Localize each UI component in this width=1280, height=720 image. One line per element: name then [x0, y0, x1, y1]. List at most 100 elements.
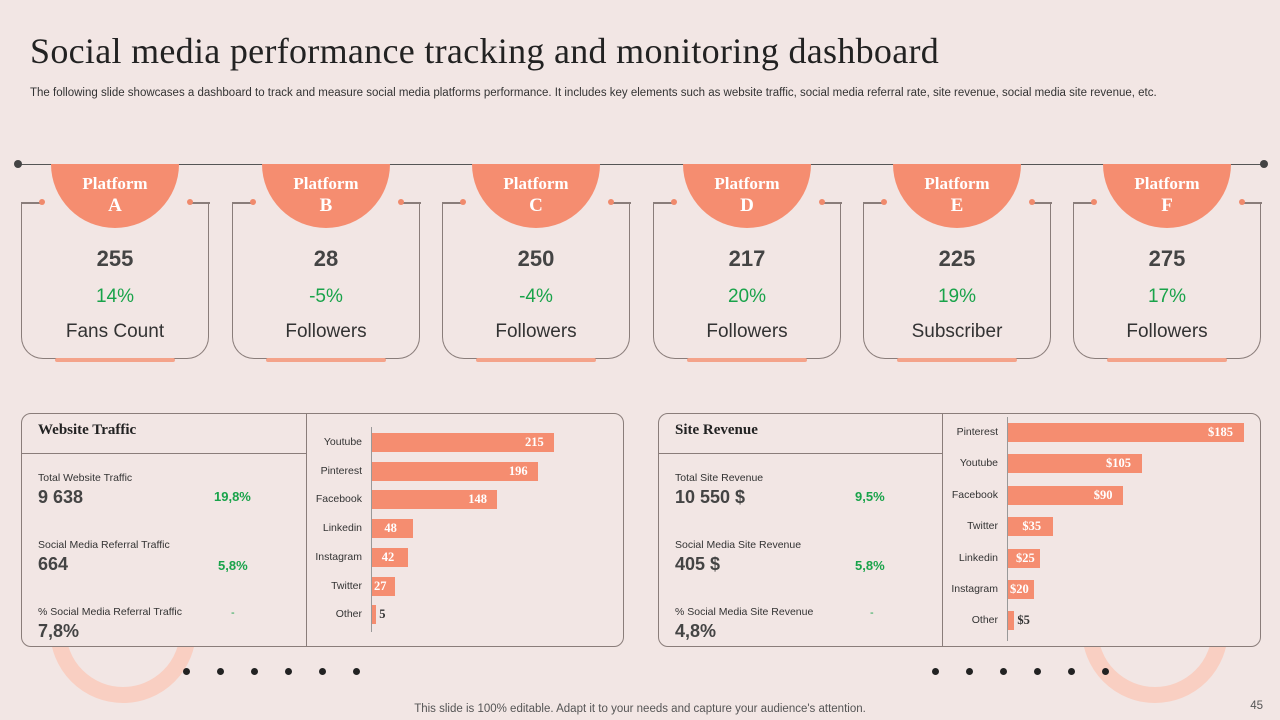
platform-badge-line2: C	[529, 195, 543, 216]
bar-value-label: $105	[1105, 456, 1131, 471]
metric-value: 4,8%	[675, 621, 717, 641]
bar-category-label: Pinterest	[320, 464, 362, 477]
bar-value-label: $20	[1010, 582, 1029, 596]
metric-label: Total Website Traffic	[38, 472, 133, 484]
metric-change: 5,8%	[218, 558, 248, 573]
platform-card: 275 17% Followers	[1073, 199, 1262, 362]
bar	[1008, 580, 1034, 599]
platform-badge-line1: Platform	[503, 174, 569, 193]
platform-metric-label: Followers	[495, 321, 577, 342]
metric-value: 405 $	[675, 554, 721, 574]
bar-value-label: $185	[1208, 425, 1233, 439]
platform-badge-line1: Platform	[82, 174, 148, 193]
platform-value: 217	[728, 246, 766, 271]
bar	[1008, 611, 1015, 631]
bar-value-label: 196	[508, 463, 528, 478]
platform-change: 17%	[1147, 286, 1187, 307]
platform-badge-line2: A	[108, 195, 122, 216]
platform-change: -4%	[519, 286, 553, 307]
metric-change: -	[231, 607, 235, 619]
platform-badge: Platform D	[683, 164, 811, 228]
bar-category-label: Instagram	[951, 583, 998, 595]
bar-value-label: 215	[525, 435, 544, 449]
bar-category-label: Linkedin	[322, 522, 362, 535]
metric-change: 19,8%	[214, 489, 251, 504]
platform-value: 255	[96, 246, 134, 271]
bar-category-label: Facebook	[951, 488, 998, 501]
bar-value-label: 148	[468, 492, 488, 507]
platform-badge-line1: Platform	[293, 174, 359, 193]
bar	[1008, 517, 1053, 537]
bar-category-label: Twitter	[967, 520, 998, 533]
platform-value: 225	[938, 246, 976, 271]
bar	[1008, 454, 1142, 474]
platform-card: 225 19% Subscriber	[863, 199, 1052, 362]
bar-value-label: 48	[384, 521, 397, 536]
panel-title: Website Traffic	[22, 414, 306, 454]
bar	[372, 605, 377, 625]
bar	[372, 547, 408, 567]
platform-value: 275	[1148, 246, 1186, 271]
site-revenue-panel: Site Revenue Total Site Revenue 10 550 $…	[658, 413, 1261, 647]
bar-value-label: 27	[374, 578, 387, 593]
metric-change: 9,5%	[855, 489, 885, 504]
bar-axis	[1007, 417, 1008, 641]
bar-category-label: Pinterest	[956, 426, 998, 438]
metric-label: % Social Media Site Revenue	[675, 606, 814, 618]
bar-axis	[371, 427, 372, 632]
metric-label: % Social Media Referral Traffic	[38, 606, 182, 618]
bar-category-label: Instagram	[315, 550, 362, 563]
metric-label: Total Site Revenue	[675, 472, 764, 484]
bar-value-label: 5	[379, 607, 386, 622]
panel-divider	[942, 414, 943, 646]
bar	[1008, 485, 1123, 505]
page-subtitle: The following slide showcases a dashboar…	[30, 87, 1157, 99]
bar-value-label: 42	[381, 549, 395, 564]
metric-value: 9 638	[38, 487, 84, 507]
platform-badge-line1: Platform	[1134, 174, 1200, 193]
platform-badge-line2: E	[950, 195, 964, 216]
bar-value-label: $25	[1015, 550, 1035, 565]
bar-category-label: Facebook	[315, 493, 362, 506]
bar-category-label: Youtube	[959, 457, 998, 470]
platform-metric-label: Followers	[1126, 321, 1208, 342]
platform-value: 250	[517, 246, 555, 271]
platform-change: 19%	[937, 286, 977, 307]
bar-category-label: Youtube	[323, 436, 362, 448]
platform-metric-label: Subscriber	[911, 321, 1003, 342]
bar	[372, 490, 498, 510]
bar	[372, 461, 538, 481]
platform-change: -5%	[309, 286, 343, 307]
platform-card: 217 20% Followers	[653, 199, 842, 362]
panel-title: Site Revenue	[659, 414, 942, 454]
metric-label: Social Media Site Revenue	[675, 539, 802, 551]
metric-value: 7,8%	[38, 621, 80, 641]
bar-value-label: $5	[1017, 613, 1030, 628]
bar	[372, 433, 554, 452]
bar-category-label: Twitter	[331, 579, 362, 592]
platform-badge-line1: Platform	[924, 174, 990, 193]
platform-metric-label: Fans Count	[65, 321, 165, 342]
metric-label: Social Media Referral Traffic	[38, 539, 170, 551]
timeline-start-dot	[14, 160, 22, 168]
bar	[1008, 423, 1244, 442]
platform-card: 28 -5% Followers	[232, 199, 421, 362]
timeline-line	[18, 164, 1264, 165]
timeline-end-dot	[1260, 160, 1268, 168]
platform-badge-line2: F	[1161, 195, 1173, 216]
page-title: Social media performance tracking and mo…	[30, 31, 940, 71]
website-traffic-panel: Website Traffic Total Website Traffic 9 …	[21, 413, 624, 647]
platform-badge-line2: B	[319, 195, 333, 216]
bar	[1008, 548, 1040, 568]
bar	[372, 519, 413, 539]
page-number: 45	[1250, 700, 1263, 712]
platform-badge-line2: D	[740, 195, 754, 216]
panel-divider	[306, 414, 307, 646]
bar-value-label: $35	[1022, 519, 1042, 534]
revenue-bar-chart: Pinterest $185 Youtube $105 Facebook $90 Twitt…	[943, 414, 1260, 646]
metric-change: 5,8%	[855, 558, 885, 573]
platform-change: 20%	[727, 286, 767, 307]
platform-badge-line1: Platform	[714, 174, 780, 193]
bar-value-label: $90	[1093, 487, 1113, 502]
platform-metric-label: Followers	[285, 321, 367, 342]
